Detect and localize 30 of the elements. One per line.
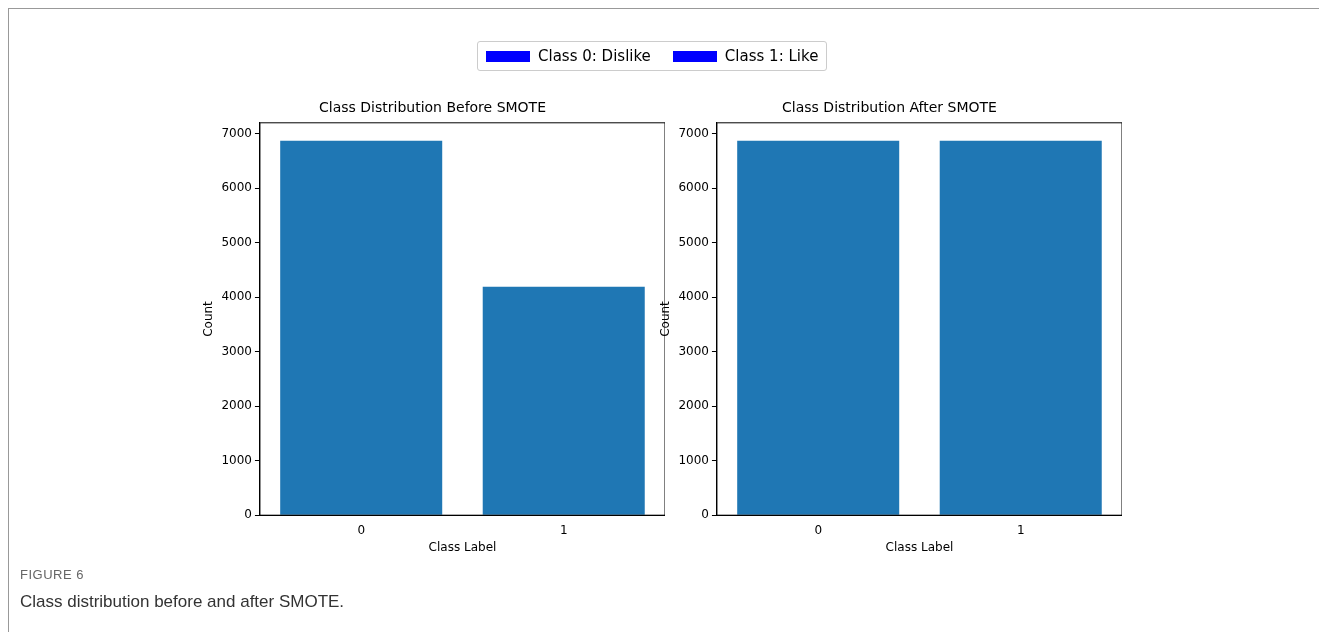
y-tick-label: 2000 (221, 398, 252, 413)
x-axis-title: Class Label (885, 539, 954, 554)
y-tick-label: 5000 (221, 234, 252, 249)
y-tick-label: 5000 (678, 234, 709, 249)
chart-title: Class Distribution After SMOTE (782, 99, 997, 116)
y-tick-label: 6000 (678, 180, 709, 195)
y-tick-label: 0 (244, 507, 252, 522)
y-tick-label: 3000 (678, 343, 709, 358)
y-tick-label: 0 (701, 507, 709, 522)
x-tick-label: 1 (1016, 522, 1025, 537)
y-tick-label: 1000 (678, 452, 709, 467)
x-axis-title: Class Label (428, 539, 497, 554)
chart-title: Class Distribution Before SMOTE (318, 99, 547, 116)
caption: FIGURE 6 (20, 567, 84, 582)
y-tick-label: 1000 (221, 452, 252, 467)
x-tick-label: 0 (357, 522, 366, 537)
y-tick-label: 7000 (221, 125, 252, 140)
text: Class 0: Dislike (538, 47, 651, 65)
y-tick-label: 4000 (678, 289, 709, 304)
y-tick-label: 6000 (221, 180, 252, 195)
y-tick-label: 4000 (221, 289, 252, 304)
x-tick-label: 0 (814, 522, 823, 537)
text: Class distribution before and after SMOTE. (20, 592, 345, 612)
text: Class 1: Like (724, 47, 819, 65)
x-tick-label: 1 (559, 522, 568, 537)
y-tick-label: 3000 (221, 343, 252, 358)
y-axis-title: Count (201, 300, 216, 337)
y-axis-title: Count (658, 300, 673, 337)
y-tick-label: 7000 (678, 125, 709, 140)
y-tick-label: 2000 (678, 398, 709, 413)
